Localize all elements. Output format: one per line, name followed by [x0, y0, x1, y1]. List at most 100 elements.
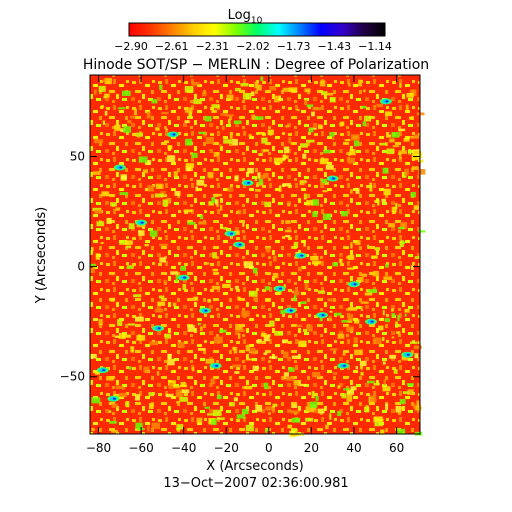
- speckle-patch: [287, 203, 291, 207]
- speckle-patch: [369, 182, 373, 188]
- speckle-patch: [242, 92, 252, 100]
- speckle-patch: [234, 175, 239, 182]
- speckle-patch: [120, 128, 125, 132]
- speckle-patch: [399, 83, 402, 88]
- speckle-patch: [322, 190, 328, 193]
- speckle-patch: [350, 386, 357, 391]
- speckle-patch: [300, 143, 308, 148]
- speckle-patch: [272, 403, 278, 407]
- speckle-patch: [391, 206, 397, 213]
- speckle-patch: [329, 97, 336, 103]
- speckle-patch: [278, 185, 282, 192]
- speckle-patch: [360, 371, 364, 376]
- speckle-patch: [155, 127, 160, 131]
- speckle-patch: [363, 89, 366, 93]
- speckle-patch: [324, 181, 329, 185]
- speckle-patch: [216, 394, 222, 400]
- speckle-patch: [220, 113, 228, 116]
- speckle-patch: [237, 209, 242, 215]
- speckle-patch: [108, 410, 112, 413]
- speckle-patch: [222, 283, 231, 289]
- speckle-patch: [320, 181, 324, 188]
- speckle-patch: [382, 386, 391, 392]
- speckle-patch: [413, 205, 419, 210]
- speckle-patch: [389, 354, 397, 359]
- speckle-patch: [115, 207, 121, 211]
- speckle-patch: [126, 266, 133, 269]
- speckle-patch: [321, 178, 328, 184]
- speckle-patch: [159, 257, 166, 263]
- speckle-patch: [319, 315, 323, 322]
- speckle-patch: [91, 397, 101, 404]
- speckle-patch: [111, 403, 118, 408]
- polarization-feature-core: [172, 133, 176, 136]
- speckle-patch: [399, 398, 406, 405]
- speckle-patch: [235, 87, 241, 92]
- speckle-patch: [397, 226, 405, 230]
- speckle-patch: [269, 356, 278, 359]
- speckle-patch: [337, 333, 345, 339]
- speckle-patch: [173, 171, 178, 178]
- speckle-patch: [149, 403, 154, 409]
- speckle-patch: [360, 306, 363, 312]
- speckle-patch: [293, 241, 299, 248]
- speckle-patch: [187, 222, 196, 225]
- speckle-patch: [341, 211, 348, 217]
- speckle-patch: [151, 99, 158, 104]
- speckle-patch: [165, 393, 174, 398]
- speckle-patch: [414, 256, 420, 259]
- x-tick-label: 60: [389, 441, 404, 455]
- speckle-patch: [157, 301, 166, 306]
- speckle-patch: [322, 213, 332, 221]
- speckle-patch: [175, 274, 178, 282]
- y-axis-label: Y (Arcseconds): [34, 207, 49, 304]
- speckle-patch: [381, 198, 386, 203]
- heatmap-features: [90, 76, 426, 438]
- speckle-patch: [248, 290, 258, 297]
- speckle-patch: [248, 134, 252, 137]
- speckle-patch: [215, 199, 219, 205]
- speckle-patch: [122, 334, 132, 338]
- speckle-patch: [339, 121, 345, 126]
- speckle-patch: [382, 337, 385, 342]
- speckle-patch: [354, 319, 360, 324]
- speckle-patch: [241, 408, 249, 415]
- speckle-patch: [213, 193, 223, 197]
- speckle-patch: [404, 309, 410, 313]
- speckle-patch: [355, 187, 360, 194]
- speckle-patch: [304, 283, 309, 290]
- speckle-patch: [100, 242, 104, 245]
- speckle-patch: [311, 391, 315, 399]
- speckle-patch: [125, 240, 133, 245]
- speckle-patch: [245, 358, 254, 361]
- speckle-patch: [284, 229, 292, 233]
- speckle-patch: [409, 341, 418, 344]
- colorbar-label-subscript: 10: [251, 16, 263, 26]
- speckle-patch: [369, 395, 377, 403]
- speckle-patch: [258, 153, 263, 157]
- speckle-patch: [175, 393, 183, 398]
- speckle-patch: [191, 366, 195, 372]
- speckle-patch: [235, 323, 243, 331]
- speckle-patch: [179, 396, 189, 402]
- speckle-patch: [348, 82, 351, 87]
- speckle-patch: [382, 167, 389, 174]
- speckle-patch: [337, 385, 341, 389]
- speckle-patch: [408, 116, 414, 120]
- speckle-patch: [282, 87, 291, 92]
- speckle-patch: [373, 337, 382, 345]
- speckle-patch: [348, 151, 351, 157]
- speckle-patch: [98, 319, 103, 326]
- speckle-patch: [361, 105, 367, 109]
- speckle-patch: [221, 125, 225, 131]
- speckle-patch: [407, 383, 414, 387]
- speckle-patch: [346, 326, 354, 333]
- colorbar-label: Log10: [228, 8, 263, 26]
- plot-frame: [89, 74, 421, 435]
- speckle-patch: [303, 328, 307, 332]
- speckle-patch: [244, 261, 254, 269]
- speckle-patch: [272, 407, 276, 414]
- speckle-patch: [164, 333, 172, 339]
- speckle-patch: [396, 331, 401, 335]
- speckle-patch: [240, 83, 249, 87]
